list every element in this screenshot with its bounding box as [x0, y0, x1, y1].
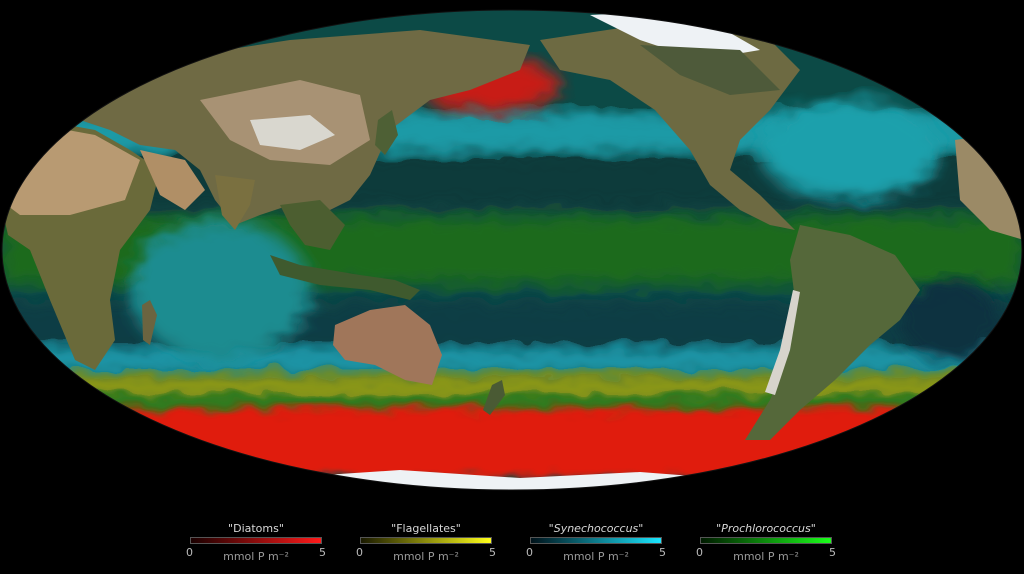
globe-outline [1, 9, 1023, 491]
legend-title: "Flagellates" [391, 522, 461, 535]
legend-prochlorococcus: "Prochlorococcus" 0 5 mmol P m⁻² [696, 522, 836, 566]
ocean-phytoplankton-map [1, 9, 1023, 491]
legend-synechococcus: "Synechococcus" 0 5 mmol P m⁻² [526, 522, 666, 566]
atlantic-dark-patch [900, 280, 1000, 360]
legend-diatoms: "Diatoms" 0 5 mmol P m⁻² [186, 522, 326, 566]
legend-title: "Diatoms" [228, 522, 284, 535]
legend-unit-label: mmol P m⁻² [393, 550, 459, 563]
legend-colorbar [700, 537, 832, 544]
legend-title: "Synechococcus" [548, 522, 644, 535]
indonesia-islands [270, 255, 420, 300]
legend-title: "Prochlorococcus" [716, 522, 816, 535]
andes-snow [765, 290, 800, 395]
legend-colorbar [190, 537, 322, 544]
legend-colorbar [360, 537, 492, 544]
legend-unit-label: mmol P m⁻² [733, 550, 799, 563]
tibet-snow [250, 115, 335, 150]
legend-unit-label: mmol P m⁻² [223, 550, 289, 563]
new-zealand [483, 380, 505, 415]
legend-unit-label: mmol P m⁻² [563, 550, 629, 563]
greenland-ice [590, 10, 760, 60]
legend-max-label: 5 [489, 546, 496, 559]
legend-min-label: 0 [356, 546, 363, 559]
legend-min-label: 0 [186, 546, 193, 559]
canada-north [640, 45, 780, 95]
south-america-landmass [745, 225, 920, 440]
antarctica-ice [250, 470, 770, 490]
arabian-peninsula [140, 150, 205, 210]
australia-landmass [333, 305, 442, 385]
southeast-asia [280, 200, 345, 250]
legend-colorbar [530, 537, 662, 544]
legend-max-label: 5 [829, 546, 836, 559]
legend-max-label: 5 [659, 546, 666, 559]
legend-min-label: 0 [526, 546, 533, 559]
legend-max-label: 5 [319, 546, 326, 559]
legend-min-label: 0 [696, 546, 703, 559]
indian-ocean-teal-patch [130, 220, 310, 360]
southern-ocean-red-band [2, 408, 1022, 478]
madagascar [142, 300, 157, 345]
japan [375, 110, 398, 155]
north-atlantic-blue-patch [760, 100, 940, 200]
legend-flagellates: "Flagellates" 0 5 mmol P m⁻² [356, 522, 496, 566]
south-blue-band [2, 345, 1022, 375]
india-subcontinent [215, 175, 255, 230]
